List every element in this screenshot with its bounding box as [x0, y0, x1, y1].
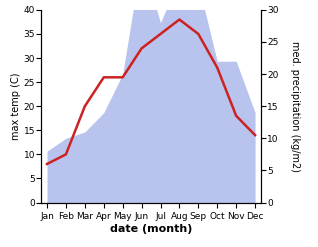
- Y-axis label: med. precipitation (kg/m2): med. precipitation (kg/m2): [290, 41, 300, 172]
- X-axis label: date (month): date (month): [110, 224, 192, 234]
- Y-axis label: max temp (C): max temp (C): [11, 72, 21, 140]
